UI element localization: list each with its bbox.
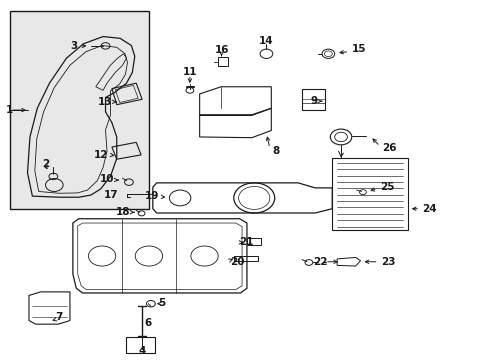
Text: 26: 26	[382, 143, 396, 153]
Bar	[126, 337, 155, 353]
Bar	[10, 12, 149, 209]
Text: 21: 21	[239, 237, 254, 247]
Text: 3: 3	[70, 41, 78, 51]
Text: 14: 14	[259, 36, 273, 45]
Text: 7: 7	[56, 312, 63, 322]
Text: 8: 8	[272, 145, 280, 156]
Text: 17: 17	[104, 190, 119, 200]
Text: 1: 1	[5, 105, 13, 115]
Text: 23: 23	[380, 257, 395, 267]
Text: 11: 11	[182, 67, 197, 77]
Text: 6: 6	[144, 319, 151, 328]
Bar	[302, 89, 325, 110]
Text: 18: 18	[115, 207, 130, 217]
Text: 13: 13	[97, 97, 112, 107]
Text: 22: 22	[312, 257, 326, 267]
Text: 15: 15	[351, 45, 366, 54]
Bar	[246, 238, 260, 245]
Bar	[331, 158, 407, 230]
Bar	[233, 256, 258, 261]
Text: 10: 10	[99, 174, 114, 184]
Text: 16: 16	[214, 45, 228, 55]
Text: 20: 20	[229, 257, 244, 267]
Text: 12: 12	[93, 150, 108, 160]
Text: 9: 9	[310, 96, 317, 106]
Text: 5: 5	[158, 298, 165, 308]
Text: 24: 24	[422, 204, 436, 214]
Text: 19: 19	[144, 191, 159, 201]
Text: 4: 4	[138, 346, 145, 356]
Bar	[218, 57, 227, 66]
Text: 2: 2	[42, 159, 49, 169]
Text: 25: 25	[379, 182, 394, 192]
